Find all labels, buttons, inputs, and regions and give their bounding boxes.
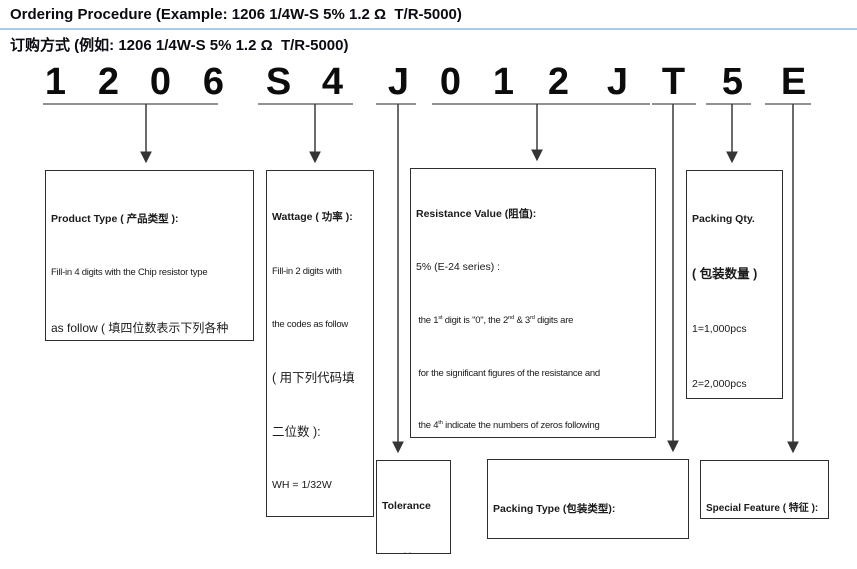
box-line: 2=2,000pcs xyxy=(692,378,747,391)
page-title-chinese: 订购方式 (例如: 1206 1/4W-S 5% 1.2 Ω T/R-5000) xyxy=(10,37,349,54)
code-char-2: 2 xyxy=(97,61,119,103)
code-char-8: 0 xyxy=(439,61,461,103)
box-line: 5% (E-24 series) : xyxy=(416,260,501,273)
special-feature-title: Special Feature ( 特征 ): xyxy=(706,502,819,514)
code-char-14: E xyxy=(780,61,806,103)
code-char-3: 0 xyxy=(149,61,171,103)
box-line: the 1st digit is "0", the 2nd & 3rd digi… xyxy=(416,314,574,326)
product-type-title: Product Type ( 产品类型 ): xyxy=(51,212,179,225)
code-char-7: J xyxy=(387,61,409,103)
box-line: as follow ( 填四位数表示下列各种 xyxy=(51,321,229,336)
box-line: 1=1,000pcs xyxy=(692,323,747,336)
code-char-10: 2 xyxy=(547,61,569,103)
box-line: Fill-in 4 digits with the Chip resistor … xyxy=(51,267,208,279)
code-char-9: 1 xyxy=(492,61,514,103)
tolerance-box: Tolerance ( 公差 ): F = ±1% G = ±2% J = ±5… xyxy=(376,460,451,554)
packing-type-box: Packing Type (包装类型): T = T/R ( 编带 / 卷带 )… xyxy=(487,459,689,539)
special-feature-box: Special Feature ( 特征 ): E = Lead Free (s… xyxy=(700,460,829,519)
resistance-value-box: Resistance Value (阻值): 5% (E-24 series) … xyxy=(410,168,656,438)
code-char-5: S xyxy=(265,61,291,103)
code-char-12: T xyxy=(661,61,685,103)
box-line: 二位数 ): xyxy=(272,424,321,439)
box-line: Fill-in 2 digits with xyxy=(272,265,342,277)
wattage-title: Wattage ( 功率 ): xyxy=(272,210,353,223)
box-line: ( 用下列代码填 xyxy=(272,370,355,385)
code-char-6: 4 xyxy=(321,61,343,103)
code-char-4: 6 xyxy=(202,61,224,103)
page-title-english: Ordering Procedure (Example: 1206 1/4W-S… xyxy=(10,6,462,23)
packing-qty-title-zh: ( 包装数量 ) xyxy=(692,267,758,282)
tolerance-title: Tolerance xyxy=(382,500,431,513)
box-line: the 4th indicate the numbers of zeros fo… xyxy=(416,420,600,432)
header-divider xyxy=(0,28,857,30)
tolerance-subtitle: ( 公差 ): xyxy=(382,551,445,553)
code-char-11: J xyxy=(606,61,628,103)
code-char-1: 1 xyxy=(44,61,66,103)
packing-qty-box: Packing Qty. ( 包装数量 ) 1=1,000pcs 2=2,000… xyxy=(686,170,783,399)
box-line: the codes as follow xyxy=(272,319,349,331)
box-line: WH = 1/32W xyxy=(272,479,332,492)
code-char-13: 5 xyxy=(721,61,743,103)
wattage-box: Wattage ( 功率 ): Fill-in 2 digits with th… xyxy=(266,170,374,517)
product-type-box: Product Type ( 产品类型 ): Fill-in 4 digits … xyxy=(45,170,254,341)
packing-qty-title: Packing Qty. xyxy=(692,212,755,225)
packing-type-title: Packing Type (包装类型): xyxy=(493,503,616,515)
resistance-title: Resistance Value (阻值): xyxy=(416,208,537,221)
box-line: for the significant figures of the resis… xyxy=(416,367,600,379)
